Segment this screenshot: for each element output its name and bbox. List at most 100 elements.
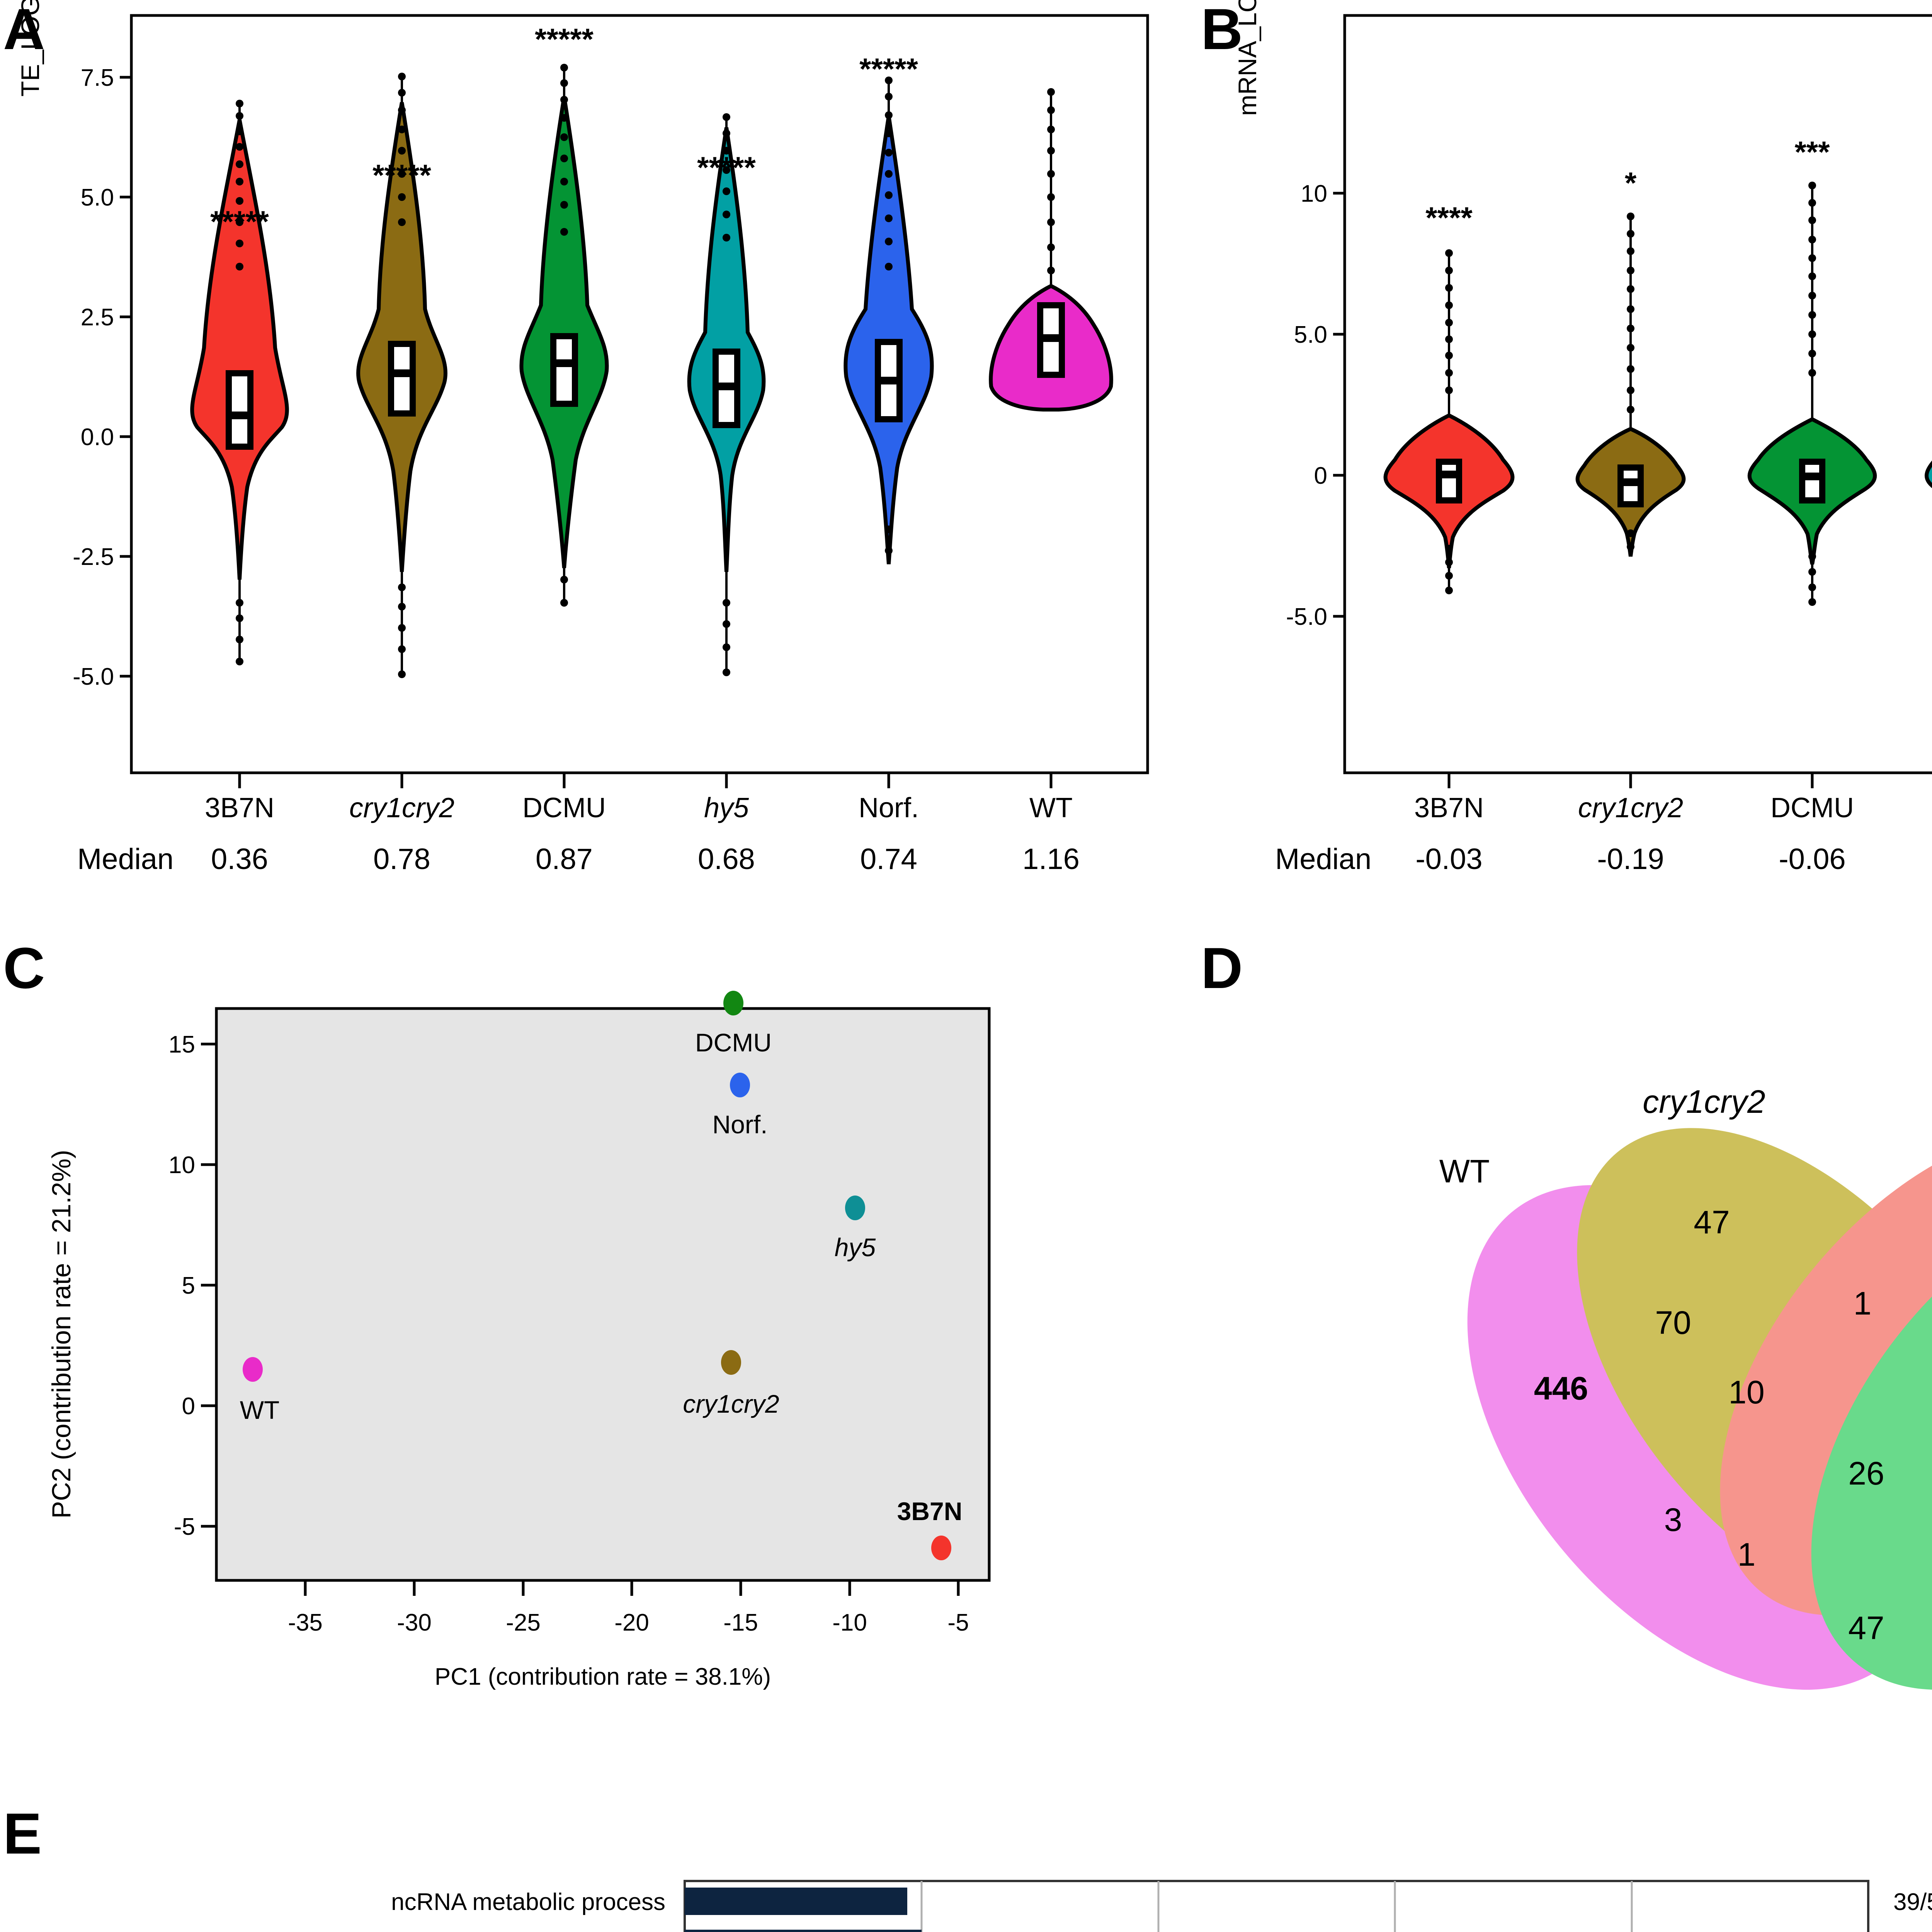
x-tick: -15 <box>723 1609 758 1636</box>
panel-a-y-axis-title: TE_LOG2 (FC (Blue/Dark)) <box>15 0 48 97</box>
panel-a-letter: A <box>3 0 45 61</box>
venn-count-cry1cry2-only: 47 <box>1694 1204 1730 1240</box>
panel-e-gridlines <box>920 1881 1633 1932</box>
y-tick: 0.0 <box>81 424 114 451</box>
panel-d-letter: D <box>1201 935 1243 1000</box>
violin-wt <box>989 88 1113 412</box>
y-tick: 7.5 <box>81 65 114 91</box>
venn-count-all-four: 26 <box>1848 1455 1884 1492</box>
venn-count-wt-cry1cry2-3b7n: 10 <box>1728 1374 1764 1410</box>
venn-count-wt-3b7n-dcmu: 1 <box>1738 1536 1756 1573</box>
category-label-cry1cry2: cry1cry2 <box>1578 793 1684 823</box>
panel-c-y-axis-title-text: PC2 (contribution rate = 21.2%) <box>47 1150 76 1519</box>
pca-point-norf[interactable]: Norf. <box>712 1073 768 1139</box>
venn-count-wt-3b7n: 3 <box>1664 1502 1682 1538</box>
violin-cry1cry2: ***** <box>356 73 447 678</box>
y-tick: 0 <box>1314 463 1327 489</box>
violin-hy5: ***** <box>687 113 766 676</box>
pca-point-3b7n[interactable]: 3B7N <box>897 1497 963 1560</box>
significance-marker: ***** <box>859 52 918 86</box>
bar-ncrna-metabolic-process[interactable] <box>685 1888 907 1915</box>
y-tick: 10 <box>1301 180 1327 207</box>
panel-b-letter: B <box>1201 0 1243 61</box>
x-tick: -25 <box>506 1609 541 1636</box>
median-value: -0.06 <box>1779 843 1846 876</box>
significance-marker: ***** <box>210 204 269 238</box>
venn-label-wt: WT <box>1439 1153 1490 1189</box>
pca-point-label: 3B7N <box>897 1497 963 1526</box>
category-label-dcmu: DCMU <box>1770 793 1854 823</box>
category-label-norf: Norf. <box>858 793 919 823</box>
pca-point-cry1cry2[interactable]: cry1cry2 <box>683 1350 779 1418</box>
panel-a-y-ticks: 7.5 5.0 2.5 0.0 -2.5 -5.0 <box>73 65 131 690</box>
median-row-label: Median <box>77 843 174 876</box>
panel-e-letter: E <box>3 1801 42 1866</box>
panel-c-x-ticks: -35 -30 -25 -20 -15 -10 -5 <box>288 1580 969 1636</box>
x-tick: -35 <box>288 1609 323 1636</box>
x-tick: -10 <box>832 1609 867 1636</box>
x-tick: -30 <box>397 1609 432 1636</box>
median-value: -0.03 <box>1415 843 1483 876</box>
violin-b-3b7n: **** <box>1383 201 1515 594</box>
gene-ratio: 39/527 <box>1893 1889 1932 1915</box>
pca-point-wt[interactable]: WT <box>240 1357 280 1424</box>
y-title-pre: TE_LOG <box>16 0 44 97</box>
violin-norf: ***** <box>844 52 934 565</box>
category-label-dcmu: DCMU <box>522 793 606 823</box>
panel-e: E ncRNA metabolic process nc <box>0 1793 1932 1932</box>
significance-marker: ***** <box>372 158 431 192</box>
significance-marker: ***** <box>697 150 756 184</box>
pca-point-dcmu[interactable]: DCMU <box>695 991 772 1057</box>
violin-b-hy5: ** <box>1925 460 1932 488</box>
category-label-3b7n: 3B7N <box>204 793 275 823</box>
y-tick: 5.0 <box>1294 321 1327 348</box>
category-label: ncRNA processing <box>468 1931 665 1932</box>
pca-point-label: cry1cry2 <box>683 1389 779 1418</box>
pca-point-label: hy5 <box>835 1233 876 1262</box>
median-row-label: Median <box>1275 843 1372 876</box>
y-tick: 10 <box>168 1152 195 1179</box>
median-value: 0.78 <box>373 843 430 876</box>
y-tick: -5 <box>174 1514 195 1540</box>
panel-c-y-ticks: 15 10 5 0 -5 <box>168 1031 216 1540</box>
x-tick: -20 <box>614 1609 649 1636</box>
category-label: ncRNA metabolic process <box>391 1889 665 1915</box>
y-tick: -5.0 <box>1286 604 1327 630</box>
panel-b-y-ticks: 10 5.0 0 -5.0 <box>1286 180 1345 630</box>
venn-count-wt-dcmu: 47 <box>1848 1610 1884 1646</box>
category-label-3b7n: 3B7N <box>1414 793 1484 823</box>
violin-b-cry1cry2: * <box>1575 166 1686 557</box>
panel-b-plot: 10 5.0 0 -5.0 **** <box>1286 14 1932 788</box>
panel-a-plot: 7.5 5.0 2.5 0.0 -2.5 -5.0 ***** <box>73 14 1149 788</box>
y-tick: 5 <box>182 1272 195 1299</box>
category-label-hy5: hy5 <box>704 793 749 823</box>
gene-ratio: 34/428 <box>1893 1931 1932 1932</box>
panel-c-letter: C <box>3 935 45 1000</box>
significance-marker: * <box>1625 166 1637 200</box>
median-value: 0.36 <box>211 843 268 876</box>
panel-e-annotations: 39/527 34/428 32/358 25/272 24/256 13/89… <box>1893 1889 1932 1932</box>
pca-point-label: DCMU <box>695 1028 772 1057</box>
category-label-wt: WT <box>1029 793 1073 823</box>
pca-point-label: WT <box>240 1396 280 1424</box>
panel-e-chart: ncRNA metabolic process ncRNA processing… <box>391 1880 1932 1932</box>
bar-ncrna-processing[interactable] <box>685 1930 922 1932</box>
significance-marker: ***** <box>535 22 594 56</box>
venn-ellipse-dcmu[interactable] <box>1719 1098 1932 1770</box>
panel-a: A TE_LOG2 (FC (Blue/Dark)) 7.5 5.0 2.5 0… <box>0 0 1182 900</box>
violin-3b7n: ***** <box>190 100 289 665</box>
y-tick: 5.0 <box>81 184 114 211</box>
pca-point-hy5[interactable]: hy5 <box>835 1196 876 1262</box>
significance-marker: *** <box>1794 135 1830 169</box>
category-label-hy5: hy5 <box>1913 792 1932 824</box>
median-value: -0.19 <box>1597 843 1664 876</box>
panel-d: D WT cry1cry2 3B7N DCMU 446 47 32 94 70 … <box>1198 939 1932 1770</box>
median-value: -0.16 <box>1913 842 1932 876</box>
venn-count-cry1cry2-3b7n: 1 <box>1854 1285 1872 1321</box>
median-value: 0.87 <box>536 843 593 876</box>
panel-c-plot: 15 10 5 0 -5 -35 -30 -25 -20 -15 -10 -5 … <box>168 991 991 1690</box>
median-value: 1.16 <box>1022 843 1080 876</box>
venn-count-wt-cry1cry2: 70 <box>1655 1304 1691 1341</box>
panel-b: B mRNA_LOG2 (FC (Blue/Dark)) 10 5.0 0 -5… <box>1198 0 1932 900</box>
y-tick: 2.5 <box>81 304 114 331</box>
